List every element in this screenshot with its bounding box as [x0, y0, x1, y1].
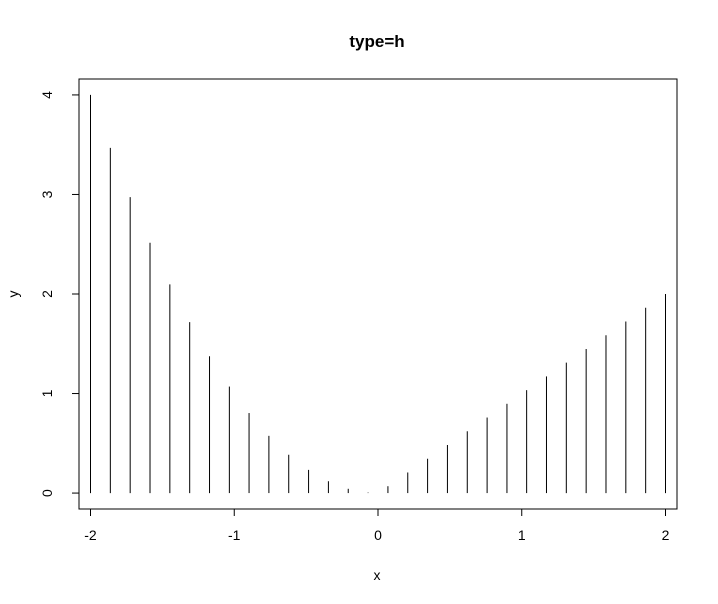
- y-tick-label: 2: [39, 290, 55, 298]
- x-tick-label: -1: [228, 527, 241, 543]
- x-tick-label: 0: [374, 527, 382, 543]
- plot-frame: [78, 78, 678, 510]
- x-axis-label: x: [374, 567, 381, 583]
- x-tick-label: -2: [84, 527, 97, 543]
- y-axis: 0 1 2 3 4: [39, 91, 80, 497]
- y-tick-label: 4: [39, 91, 55, 99]
- x-tick-label: 1: [518, 527, 526, 543]
- y-tick-label: 3: [39, 190, 55, 198]
- y-axis-label: y: [5, 291, 21, 298]
- x-tick-label: 2: [662, 527, 670, 543]
- data-spikes: [90, 94, 666, 494]
- y-tick-label: 0: [39, 489, 55, 497]
- chart-title: type=h: [349, 32, 404, 51]
- x-axis: -2 -1 0 1 2: [84, 508, 670, 543]
- y-tick-label: 1: [39, 389, 55, 397]
